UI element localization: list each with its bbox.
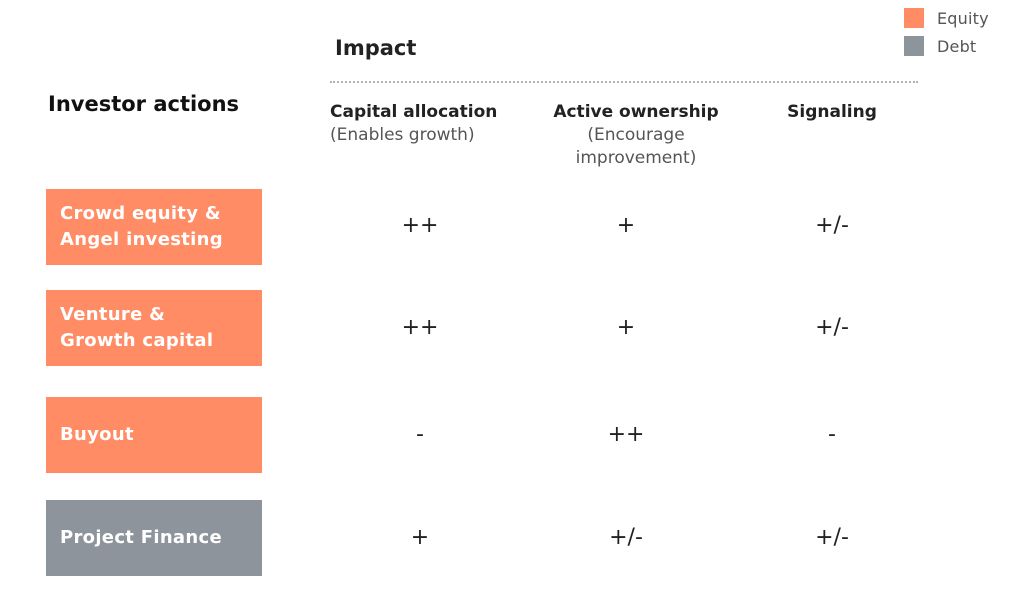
impact-title: Impact bbox=[335, 36, 417, 60]
action-box-crowd-equity: Crowd equity & Angel investing bbox=[46, 189, 262, 265]
column-header-signaling: Signaling bbox=[762, 101, 902, 124]
action-label: Venture & bbox=[60, 304, 166, 325]
impact-cell: + bbox=[616, 315, 636, 340]
action-box-project-finance: Project Finance bbox=[46, 500, 262, 576]
impact-cell: - bbox=[416, 422, 424, 447]
impact-divider bbox=[330, 81, 918, 83]
column-name: Active ownership bbox=[553, 102, 719, 122]
column-name: Signaling bbox=[787, 102, 877, 122]
investor-actions-title: Investor actions bbox=[48, 92, 240, 116]
column-subtitle: (Enables growth) bbox=[330, 125, 475, 145]
column-header-capital-allocation: Capital allocation (Enables growth) bbox=[330, 101, 530, 147]
column-name: Capital allocation bbox=[330, 102, 498, 122]
impact-cell: +/- bbox=[815, 315, 849, 340]
impact-cell: ++ bbox=[607, 422, 645, 447]
legend-item-equity: Equity bbox=[904, 8, 989, 28]
action-label: Crowd equity & bbox=[60, 203, 221, 224]
action-box-buyout: Buyout bbox=[46, 397, 262, 473]
column-subtitle: improvement) bbox=[575, 148, 697, 168]
action-label: Growth capital bbox=[60, 330, 214, 351]
column-header-active-ownership: Active ownership (Encourage improvement) bbox=[536, 101, 736, 170]
action-label: Angel investing bbox=[60, 229, 223, 250]
impact-cell: +/- bbox=[815, 213, 849, 238]
equity-swatch bbox=[904, 8, 924, 28]
action-label: Buyout bbox=[60, 424, 134, 445]
impact-cell: - bbox=[828, 422, 836, 447]
impact-cell: ++ bbox=[401, 315, 439, 340]
legend-label-equity: Equity bbox=[937, 8, 989, 28]
impact-cell: ++ bbox=[401, 213, 439, 238]
impact-cell: +/- bbox=[609, 525, 643, 550]
impact-cell: +/- bbox=[815, 525, 849, 550]
legend-item-debt: Debt bbox=[904, 36, 976, 56]
action-label: Project Finance bbox=[60, 527, 222, 548]
column-subtitle: (Encourage bbox=[587, 125, 685, 145]
legend-label-debt: Debt bbox=[937, 36, 977, 56]
impact-cell: + bbox=[616, 213, 636, 238]
debt-swatch bbox=[904, 36, 924, 56]
impact-cell: + bbox=[410, 525, 430, 550]
action-box-venture-growth: Venture & Growth capital bbox=[46, 290, 262, 366]
